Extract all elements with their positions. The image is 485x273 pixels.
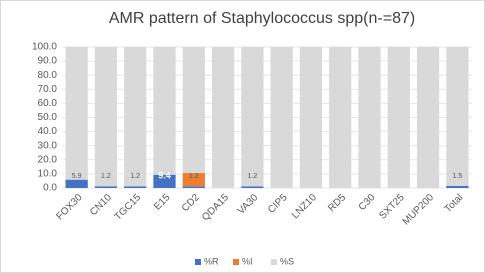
bar-segment bbox=[153, 174, 176, 188]
bar-segment bbox=[416, 47, 440, 188]
bar-segment bbox=[94, 47, 118, 187]
value-label: 5.9 bbox=[72, 173, 82, 180]
y-tick-label: 30.0 bbox=[38, 140, 58, 151]
y-tick-label: 10.0 bbox=[38, 169, 58, 180]
legend-swatch bbox=[195, 259, 201, 265]
y-tick-label: 90.0 bbox=[38, 56, 58, 67]
legend-label: %I bbox=[242, 256, 253, 266]
y-tick-label: 60.0 bbox=[38, 98, 58, 109]
bar-segment bbox=[446, 185, 469, 188]
y-tick-label: 0.0 bbox=[43, 183, 57, 194]
y-tick-label: 50.0 bbox=[38, 112, 58, 123]
bar-segment bbox=[358, 47, 381, 188]
bar-segment bbox=[299, 47, 323, 188]
bar-segment bbox=[124, 47, 147, 187]
legend-swatch bbox=[233, 259, 239, 265]
bar-segment bbox=[65, 47, 88, 180]
bar-segment bbox=[446, 47, 469, 186]
bar-segment bbox=[182, 173, 205, 187]
y-tick-label: 100.0 bbox=[32, 42, 57, 53]
value-label: 1.5 bbox=[452, 173, 462, 180]
bar-segment bbox=[329, 47, 352, 188]
legend-swatch bbox=[271, 259, 277, 265]
legend-label: %R bbox=[204, 256, 219, 266]
value-label: 1.2 bbox=[130, 173, 140, 180]
bar-segment bbox=[65, 179, 88, 188]
y-tick-label: 70.0 bbox=[38, 84, 58, 95]
bar-segment bbox=[182, 186, 205, 188]
bar-segment bbox=[241, 47, 264, 187]
bar-segment bbox=[182, 47, 205, 174]
value-label: 1.2 bbox=[189, 173, 199, 180]
bar-segment bbox=[124, 186, 147, 188]
bar-segment bbox=[211, 47, 235, 188]
value-label: 9.4 bbox=[158, 170, 171, 180]
bar-segment bbox=[94, 186, 118, 188]
value-label: 1.2 bbox=[101, 173, 111, 180]
value-label: 1.2 bbox=[247, 173, 257, 180]
bar-segment bbox=[153, 47, 176, 175]
chart-title: AMR pattern of Staphylococcus spp(n-=87) bbox=[109, 10, 415, 27]
bar-segment bbox=[387, 47, 410, 188]
y-tick-label: 80.0 bbox=[38, 70, 58, 81]
y-tick-label: 40.0 bbox=[38, 126, 58, 137]
bar-segment bbox=[241, 186, 264, 188]
legend-label: %S bbox=[280, 256, 294, 266]
bar-segment bbox=[270, 47, 293, 188]
y-tick-label: 20.0 bbox=[38, 154, 58, 165]
